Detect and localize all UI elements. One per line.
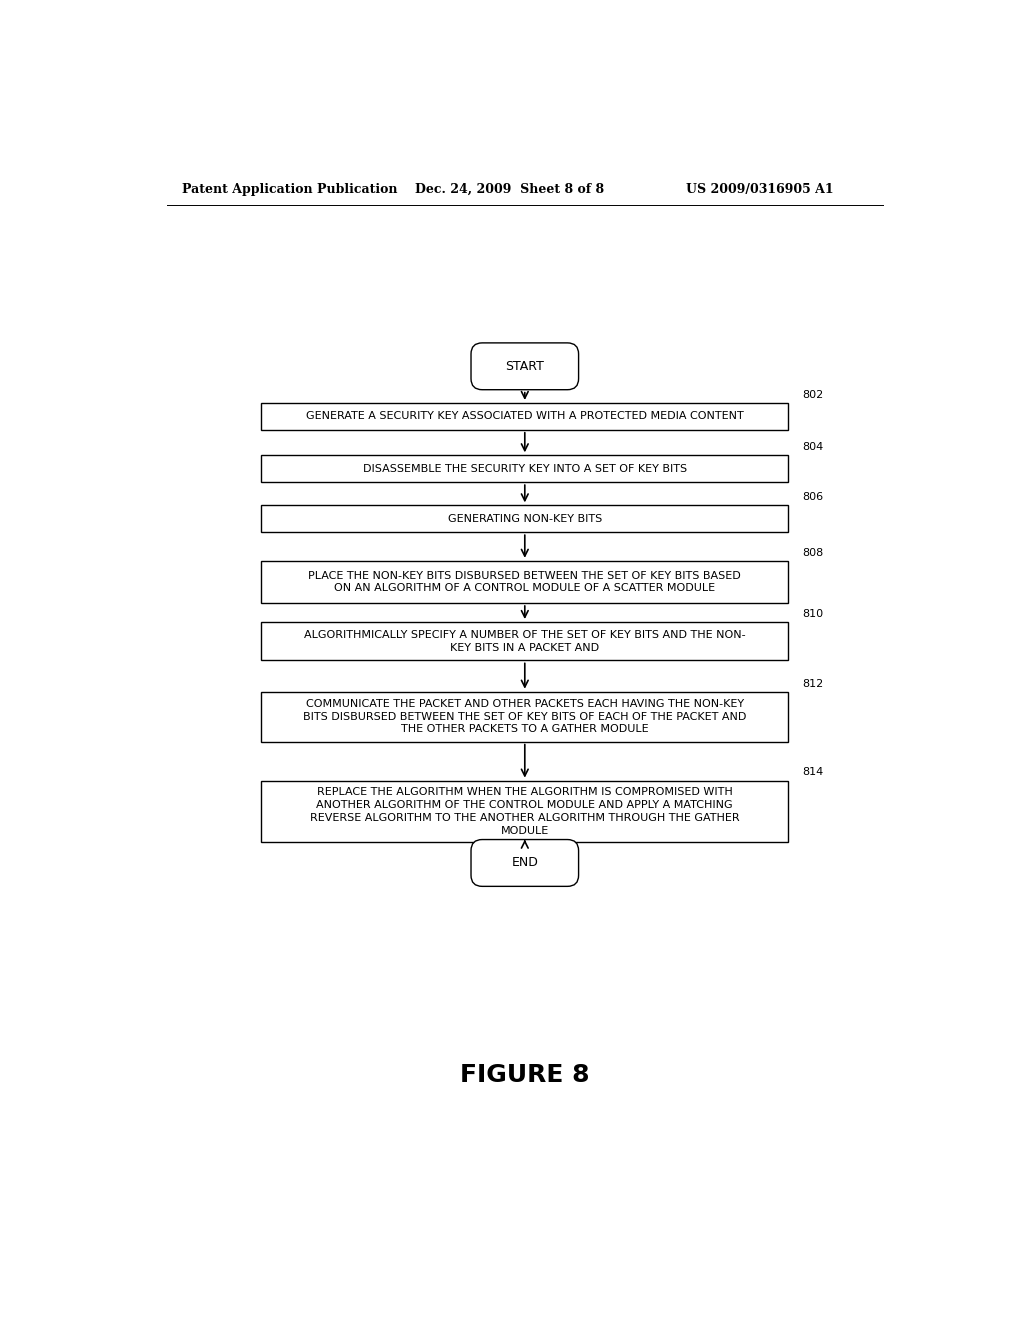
Text: GENERATE A SECURITY KEY ASSOCIATED WITH A PROTECTED MEDIA CONTENT: GENERATE A SECURITY KEY ASSOCIATED WITH … [306, 412, 743, 421]
Text: 812: 812 [802, 678, 823, 689]
Text: Patent Application Publication: Patent Application Publication [182, 182, 397, 195]
Text: 804: 804 [802, 442, 823, 453]
Text: 806: 806 [802, 492, 823, 502]
Text: 814: 814 [802, 767, 823, 777]
Text: ALGORITHMICALLY SPECIFY A NUMBER OF THE SET OF KEY BITS AND THE NON-
KEY BITS IN: ALGORITHMICALLY SPECIFY A NUMBER OF THE … [304, 630, 745, 652]
Text: FIGURE 8: FIGURE 8 [460, 1063, 590, 1086]
FancyBboxPatch shape [261, 692, 788, 742]
FancyBboxPatch shape [261, 622, 788, 660]
Text: DISASSEMBLE THE SECURITY KEY INTO A SET OF KEY BITS: DISASSEMBLE THE SECURITY KEY INTO A SET … [362, 463, 687, 474]
Text: 810: 810 [802, 609, 823, 619]
Text: REPLACE THE ALGORITHM WHEN THE ALGORITHM IS COMPROMISED WITH
ANOTHER ALGORITHM O: REPLACE THE ALGORITHM WHEN THE ALGORITHM… [310, 787, 739, 836]
Text: 808: 808 [802, 548, 823, 557]
Text: START: START [506, 360, 544, 372]
Text: US 2009/0316905 A1: US 2009/0316905 A1 [686, 182, 834, 195]
Text: 802: 802 [802, 389, 823, 400]
Text: Dec. 24, 2009  Sheet 8 of 8: Dec. 24, 2009 Sheet 8 of 8 [415, 182, 604, 195]
FancyBboxPatch shape [261, 780, 788, 842]
Text: PLACE THE NON-KEY BITS DISBURSED BETWEEN THE SET OF KEY BITS BASED
ON AN ALGORIT: PLACE THE NON-KEY BITS DISBURSED BETWEEN… [308, 570, 741, 593]
FancyBboxPatch shape [261, 506, 788, 532]
Text: GENERATING NON-KEY BITS: GENERATING NON-KEY BITS [447, 513, 602, 524]
FancyBboxPatch shape [471, 343, 579, 389]
Text: END: END [511, 857, 539, 870]
FancyBboxPatch shape [261, 455, 788, 482]
FancyBboxPatch shape [261, 561, 788, 603]
Text: COMMUNICATE THE PACKET AND OTHER PACKETS EACH HAVING THE NON-KEY
BITS DISBURSED : COMMUNICATE THE PACKET AND OTHER PACKETS… [303, 698, 746, 734]
FancyBboxPatch shape [261, 403, 788, 430]
FancyBboxPatch shape [471, 840, 579, 886]
